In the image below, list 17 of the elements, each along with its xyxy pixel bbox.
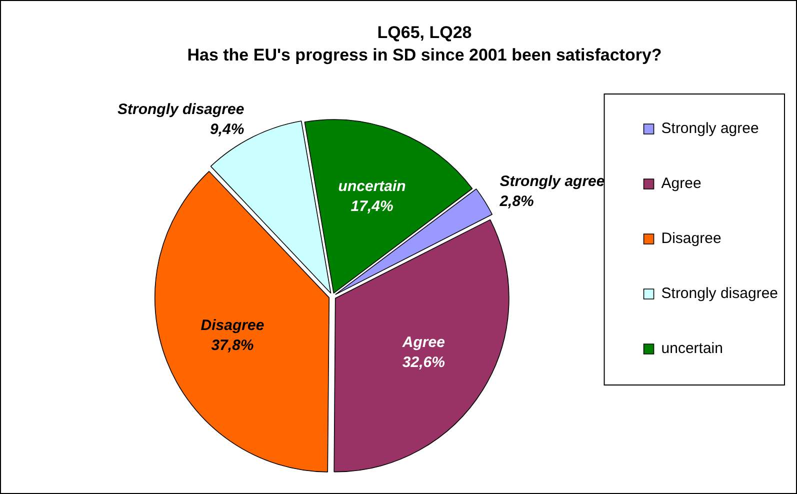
legend-label: Disagree — [661, 230, 722, 248]
legend-label: Strongly disagree — [661, 285, 778, 302]
data-label: 2,8% — [498, 193, 534, 210]
legend-label: uncertain — [661, 340, 723, 358]
data-label: 9,4% — [210, 121, 244, 138]
data-label: 37,8% — [211, 336, 254, 354]
data-label: 17,4% — [350, 198, 394, 215]
chart-title: LQ65, LQ28 — [377, 22, 472, 42]
data-label: 32,6% — [402, 354, 445, 372]
legend-label: Strongly agree — [661, 120, 759, 138]
slice-label: Strongly agree — [500, 173, 605, 190]
chart-subtitle: Has the EU's progress in SD since 2001 been satisfactory? — [187, 45, 662, 64]
slice-label: uncertain — [338, 178, 406, 195]
legend-label: Agree — [661, 175, 702, 192]
slice-label: Agree — [401, 334, 445, 352]
slice-label: Strongly disagree — [118, 101, 244, 118]
slice-label: Disagree — [200, 316, 264, 334]
